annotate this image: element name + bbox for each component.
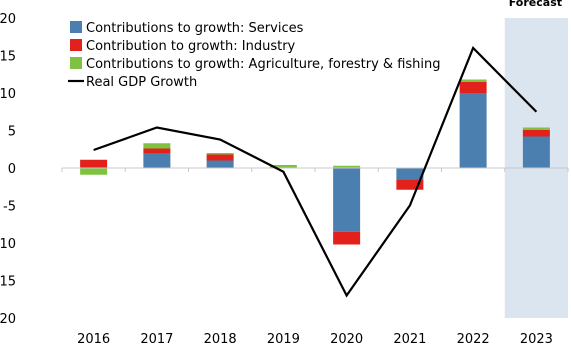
y-tick-label: -5 [3, 200, 16, 215]
bar-agriculture-2017 [143, 143, 171, 149]
bar-agriculture-2018 [206, 153, 234, 155]
y-tick-label: -15 [0, 275, 16, 290]
y-tick-label: -20 [0, 312, 16, 327]
bar-services-2020 [333, 168, 361, 232]
y-tick-label: 5 [8, 125, 16, 140]
y-tick-label: 10 [0, 87, 16, 102]
legend-swatch [70, 57, 82, 69]
legend-label: Contributions to growth: Agriculture, fo… [86, 57, 441, 72]
bar-services-2023 [522, 136, 550, 168]
legend-swatch [70, 39, 82, 51]
bar-industry-2018 [206, 154, 234, 161]
x-tick-label: 2019 [267, 332, 300, 347]
bar-agriculture-2019 [269, 165, 297, 168]
bar-agriculture-2023 [522, 127, 550, 130]
y-tick-label: 20 [0, 12, 16, 27]
legend-label: Real GDP Growth [86, 75, 197, 90]
bar-agriculture-2022 [459, 79, 487, 82]
x-tick-label: 2016 [77, 332, 110, 347]
x-tick-label: 2021 [393, 332, 426, 347]
bar-industry-2022 [459, 81, 487, 93]
x-tick-label: 2022 [457, 332, 490, 347]
series-line-real-gdp-growth [93, 46, 538, 298]
bar-services-2017 [143, 153, 171, 168]
bar-industry-2017 [143, 148, 171, 154]
x-tick-label: 2017 [140, 332, 173, 347]
x-tick-label: 2020 [330, 332, 363, 347]
y-tick-label: 0 [8, 162, 16, 177]
bar-industry-2023 [522, 129, 550, 137]
bar-services-2018 [206, 160, 234, 168]
bar-industry-2016 [80, 159, 108, 168]
bar-agriculture-2016 [80, 168, 108, 175]
bar-industry-2021 [396, 179, 424, 190]
legend-swatch [70, 21, 82, 33]
bar-services-2021 [396, 168, 424, 180]
forecast-label: Forecast [509, 0, 562, 9]
bar-industry-2020 [333, 231, 361, 245]
x-tick-label: 2018 [204, 332, 237, 347]
y-tick-label: -10 [0, 237, 16, 252]
y-tick-label: 15 [0, 50, 16, 65]
x-tick-label: 2023 [520, 332, 553, 347]
legend-label: Contributions to growth: Services [86, 21, 304, 36]
bar-agriculture-2020 [333, 165, 361, 168]
legend-label: Contribution to growth: Industry [86, 39, 296, 54]
bar-services-2022 [459, 93, 487, 168]
